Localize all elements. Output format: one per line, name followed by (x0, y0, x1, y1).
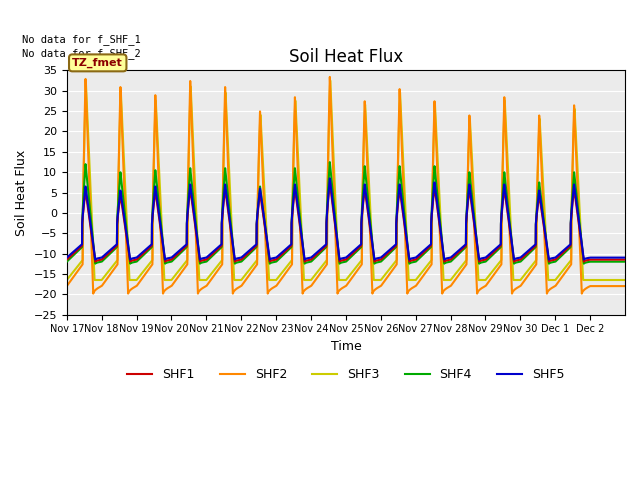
Legend: SHF1, SHF2, SHF3, SHF4, SHF5: SHF1, SHF2, SHF3, SHF4, SHF5 (122, 363, 570, 386)
Text: No data for f_SHF_1: No data for f_SHF_1 (22, 34, 141, 45)
Text: TZ_fmet: TZ_fmet (72, 58, 123, 68)
Text: No data for f_SHF_2: No data for f_SHF_2 (22, 48, 141, 60)
Y-axis label: Soil Heat Flux: Soil Heat Flux (15, 149, 28, 236)
Title: Soil Heat Flux: Soil Heat Flux (289, 48, 403, 66)
X-axis label: Time: Time (330, 340, 361, 353)
